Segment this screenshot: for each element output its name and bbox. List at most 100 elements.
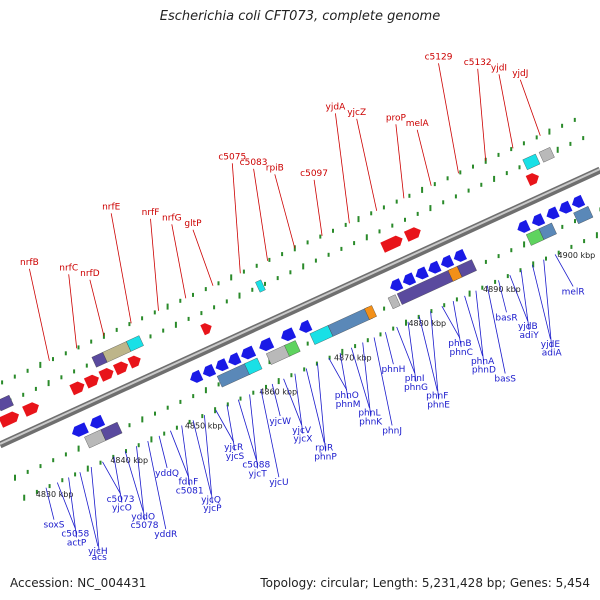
track-tick — [174, 321, 177, 328]
track-tick — [314, 258, 317, 263]
track-tick — [47, 380, 50, 387]
label-leader — [29, 268, 50, 361]
backbone-highlight — [0, 168, 600, 445]
track-tick — [141, 316, 144, 321]
track-tick — [204, 287, 207, 292]
gene-label-bottom: phnO — [335, 391, 359, 401]
kbp-marker: 4860 kbp — [259, 388, 297, 397]
gene-label-bottom: adiY — [519, 331, 539, 341]
label-leader — [416, 129, 432, 186]
track-tick — [252, 390, 255, 395]
track-tick — [64, 351, 67, 356]
track-tick — [73, 369, 76, 374]
forward-gene — [200, 323, 212, 336]
gene-label-top: gltP — [184, 219, 202, 229]
reverse-gene — [228, 352, 242, 366]
cds-block — [100, 421, 123, 441]
track-tick — [112, 454, 115, 459]
track-tick — [328, 355, 331, 360]
label-leader — [305, 368, 325, 443]
track-tick — [217, 281, 220, 286]
track-tick — [357, 216, 360, 223]
track-tick — [128, 423, 131, 428]
track-tick — [60, 375, 63, 380]
label-leader — [253, 168, 268, 261]
kbp-marker: 4830 kbp — [36, 490, 74, 499]
track-tick — [523, 241, 526, 248]
gene-label-bottom: basR — [495, 313, 517, 323]
track-tick — [505, 171, 508, 176]
track-tick — [319, 234, 322, 239]
reverse-gene — [259, 337, 275, 352]
reverse-gene — [299, 319, 313, 333]
track-tick — [13, 374, 16, 379]
forward-gene — [380, 235, 403, 253]
track-tick — [290, 373, 293, 378]
label-leader — [509, 274, 529, 322]
label-leader — [313, 179, 323, 236]
gene-label-bottom: phnA — [471, 357, 495, 367]
track-tick — [179, 399, 182, 404]
track-tick — [213, 305, 216, 310]
reverse-gene — [72, 422, 89, 437]
gene-label-top: yjdA — [326, 102, 347, 112]
label-leader — [56, 482, 76, 529]
gene-label-top: nrfC — [59, 263, 78, 273]
track-tick — [404, 217, 406, 222]
track-tick — [395, 199, 398, 204]
gene-label-top: nrfB — [20, 258, 39, 268]
label-leader — [452, 301, 462, 348]
reverse-gene — [453, 249, 468, 262]
track-tick — [429, 205, 432, 212]
reverse-gene — [532, 213, 546, 227]
track-tick — [344, 222, 347, 227]
reverse-gene — [202, 364, 217, 377]
label-leader — [249, 394, 258, 469]
label-leader — [486, 285, 506, 374]
gene-label-bottom: yddR — [154, 530, 177, 540]
label-leader — [317, 363, 326, 452]
reverse-gene — [190, 369, 204, 383]
track-tick — [497, 152, 500, 157]
cds-block — [126, 335, 144, 352]
track-tick — [77, 445, 80, 452]
forward-gene — [0, 411, 19, 428]
label-leader — [294, 373, 304, 434]
gene-label-top: proP — [386, 113, 407, 123]
reverse-gene — [415, 266, 429, 280]
track-tick — [494, 279, 497, 284]
gene-label-top: yjdJ — [512, 69, 528, 79]
gene-label-bottom: yjcH — [88, 547, 108, 557]
track-tick — [354, 344, 357, 349]
reverse-gene — [390, 278, 404, 292]
track-tick — [149, 334, 152, 339]
track-tick — [468, 290, 471, 297]
track-tick — [378, 229, 381, 234]
label-leader — [45, 487, 55, 520]
gene-label-top: nrfG — [162, 213, 182, 223]
track-tick — [467, 188, 470, 193]
track-tick — [315, 361, 318, 366]
track-tick — [561, 123, 564, 128]
label-leader — [328, 357, 348, 391]
track-tick — [137, 443, 140, 448]
label-leader — [356, 118, 378, 211]
label-leader — [498, 280, 507, 313]
page-title: Escherichia coli CFT073, complete genome — [159, 9, 441, 24]
label-leader — [113, 456, 123, 503]
kbp-marker: 4900 kbp — [558, 251, 596, 260]
label-leader — [171, 224, 187, 299]
cds-block — [522, 153, 541, 170]
track-tick — [192, 394, 195, 399]
cds-block — [364, 305, 377, 320]
track-tick — [382, 205, 385, 210]
gene-label-top: yjcZ — [347, 108, 366, 118]
gene-label-bottom: yjcO — [112, 504, 132, 514]
track-tick — [265, 384, 267, 389]
track-tick — [518, 165, 521, 170]
label-leader — [532, 264, 551, 339]
label-leader — [192, 420, 212, 495]
track-tick — [510, 147, 513, 152]
track-tick — [303, 367, 306, 372]
track-tick — [154, 411, 156, 416]
